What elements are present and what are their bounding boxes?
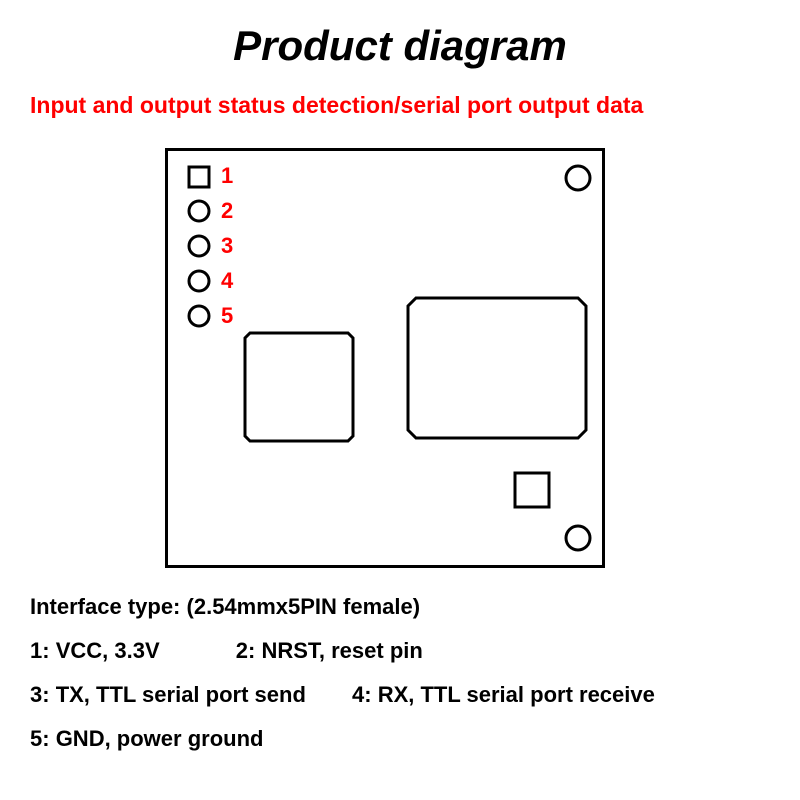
- small-component: [515, 473, 549, 507]
- pin-1-label: 1: [221, 163, 233, 189]
- pinout-row-2: 3: TX, TTL serial port send 4: RX, TTL s…: [30, 682, 770, 708]
- pin-5-num: 5:: [30, 726, 50, 751]
- pin-3-desc: TX, TTL serial port send: [56, 682, 306, 707]
- pin-4-pad: [189, 271, 209, 291]
- pin-5-pad: [189, 306, 209, 326]
- chip-small: [245, 333, 353, 441]
- interface-type-value: (2.54mmx5PIN female): [187, 594, 421, 619]
- pin-1-num: 1:: [30, 638, 50, 663]
- pin-4-desc: RX, TTL serial port receive: [378, 682, 655, 707]
- pin-1-pad: [189, 167, 209, 187]
- pin-2-label: 2: [221, 198, 233, 224]
- pin-3-pad: [189, 236, 209, 256]
- subtitle: Input and output status detection/serial…: [30, 92, 643, 119]
- pin-1-desc: VCC, 3.3V: [56, 638, 160, 663]
- interface-type-row: Interface type: (2.54mmx5PIN female): [30, 594, 420, 620]
- pinout-row-1: 1: VCC, 3.3V 2: NRST, reset pin: [30, 638, 770, 664]
- interface-type-label: Interface type:: [30, 594, 180, 619]
- chip-large: [408, 298, 586, 438]
- pin-4-num: 4:: [352, 682, 372, 707]
- pin-4-label: 4: [221, 268, 233, 294]
- mounting-hole-bottom: [566, 526, 590, 550]
- pin-5-label: 5: [221, 303, 233, 329]
- pin-3-label: 3: [221, 233, 233, 259]
- pin-5-desc: GND, power ground: [56, 726, 264, 751]
- pin-2-pad: [189, 201, 209, 221]
- pin-3-num: 3:: [30, 682, 50, 707]
- pin-2-desc: NRST, reset pin: [261, 638, 422, 663]
- pin-2-num: 2:: [236, 638, 256, 663]
- page-title: Product diagram: [0, 22, 800, 70]
- mounting-hole-top: [566, 166, 590, 190]
- pinout-row-3: 5: GND, power ground: [30, 726, 263, 752]
